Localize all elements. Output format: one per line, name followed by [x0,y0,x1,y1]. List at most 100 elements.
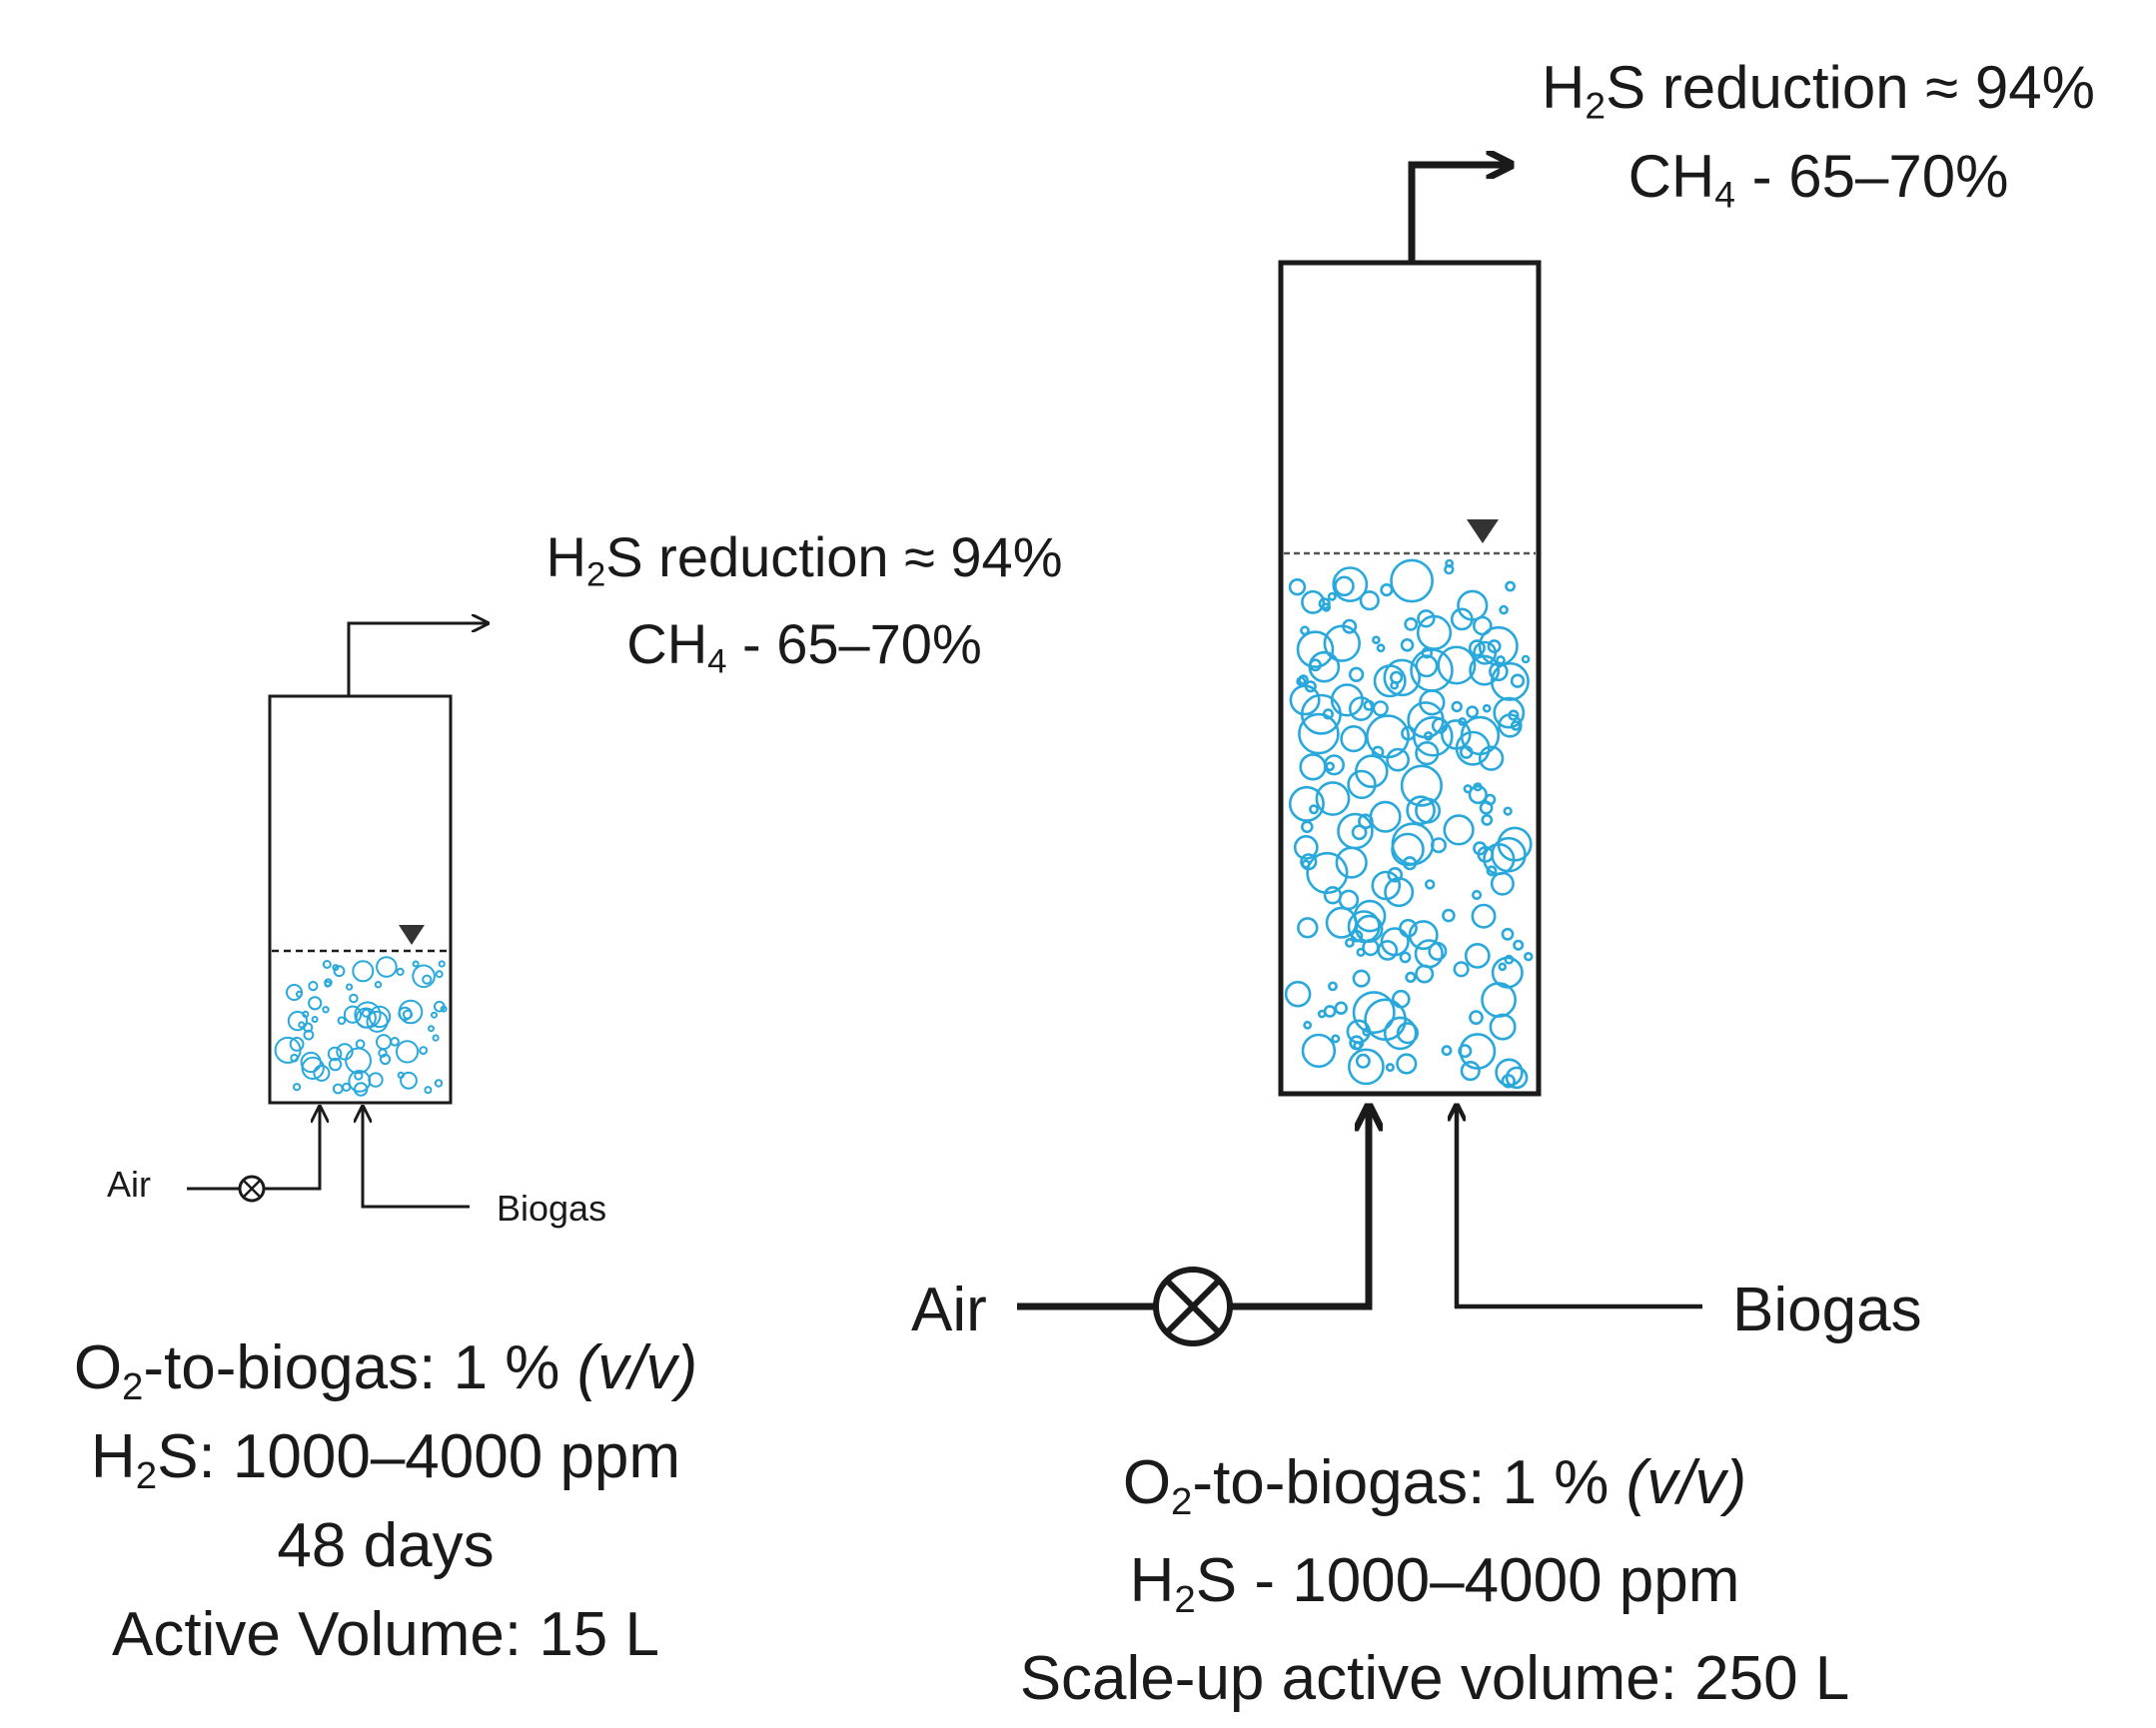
bubble [1328,981,1338,992]
bubble [412,960,420,968]
bubble [1383,658,1422,697]
bubble [1399,918,1418,938]
bubble [397,1071,405,1080]
bubble [1372,700,1389,717]
bubble [434,1079,444,1088]
bubble [1396,1022,1419,1045]
bubble [1309,804,1320,815]
bubble [287,1011,308,1032]
bubble [396,967,405,977]
bubble [398,1006,413,1021]
bubble [1460,715,1501,756]
bubble [1490,661,1530,701]
large-biogas-inlet-arrow-icon [1457,1107,1702,1309]
bubble [295,990,303,998]
small-biogas-inlet-arrow-icon [363,1107,470,1209]
bubble [1510,720,1522,731]
bubble [354,1071,364,1081]
bubble [1471,903,1497,929]
bubble [337,1016,347,1026]
bubble [1400,637,1415,652]
bubble [1380,582,1394,597]
bubble [1299,753,1327,781]
bubble [1441,1045,1453,1057]
bubble [368,1005,392,1029]
bubble [327,1046,343,1062]
bubble [352,960,375,983]
bubble [1371,870,1402,901]
bubble [1351,824,1368,841]
bubble [1443,814,1475,846]
bubble [1342,618,1358,634]
bubble [342,1082,352,1093]
bubble [1421,646,1434,659]
bubble [1458,1044,1473,1059]
small-active-volume-label: Active Volume: 15 L [112,1600,659,1669]
bubble [431,1011,438,1019]
bubble [1371,745,1385,759]
bubble [1348,1048,1385,1086]
bubble [1369,800,1402,833]
bubble [328,1057,343,1072]
bubble [1493,696,1526,729]
bubble [1383,1016,1418,1051]
bubble [1513,939,1525,951]
bubble [1415,797,1442,824]
bubble [1406,795,1436,826]
bubble [1352,991,1396,1035]
bubble [1346,1019,1372,1044]
bubble [366,1010,389,1033]
bubble [1335,846,1368,879]
bubble [1453,961,1470,978]
bubble [1407,701,1445,739]
large-outlet-arrow-icon [1408,165,1509,263]
bubble [1444,563,1455,575]
valve-icon [238,1175,266,1203]
bubble [1348,696,1374,722]
bubble [1505,580,1516,592]
bubble [1437,645,1477,685]
bubble [1468,784,1488,805]
bubble [1390,558,1435,603]
bubble [1391,822,1435,866]
bubble [1334,1001,1349,1015]
large-reactor-bubbles [1284,558,1534,1090]
bubble [1372,635,1381,645]
bubble [1325,906,1358,939]
bubble [1385,1063,1395,1073]
bubble [348,1070,372,1093]
large-h2s-concentration-label: H2S - 1000–4000 ppm [1129,1546,1740,1621]
bubble [1315,781,1351,816]
small-air-label: Air [107,1164,151,1205]
bubble [1331,1034,1341,1044]
bubble [354,1001,382,1029]
bubble [1482,703,1492,713]
bubble [1469,1010,1484,1025]
bubble [1405,971,1417,984]
bubble [368,1072,384,1088]
bubble [1442,908,1456,923]
bubble [1489,1013,1517,1041]
bubble [1359,590,1380,611]
bubble [424,1086,433,1095]
bubble [336,1043,354,1061]
bubble [1491,836,1527,873]
bubble [1377,940,1399,961]
bubble [1400,764,1443,807]
bubble [1491,956,1524,989]
bubble [1288,577,1307,596]
bubble [1318,597,1331,610]
bubble [1458,717,1467,726]
bubble [432,1034,440,1042]
bubble [1481,982,1518,1018]
bubble [1504,954,1515,965]
bubble [1386,747,1411,772]
bubble [1417,609,1436,628]
small-ch4-label: CH4 - 65–70% [626,612,982,681]
bubble [1387,866,1404,883]
bubble [1355,754,1389,789]
bubble [1348,666,1365,682]
bubble [1325,761,1335,772]
bubble [289,1037,305,1052]
bubble [1469,654,1501,686]
